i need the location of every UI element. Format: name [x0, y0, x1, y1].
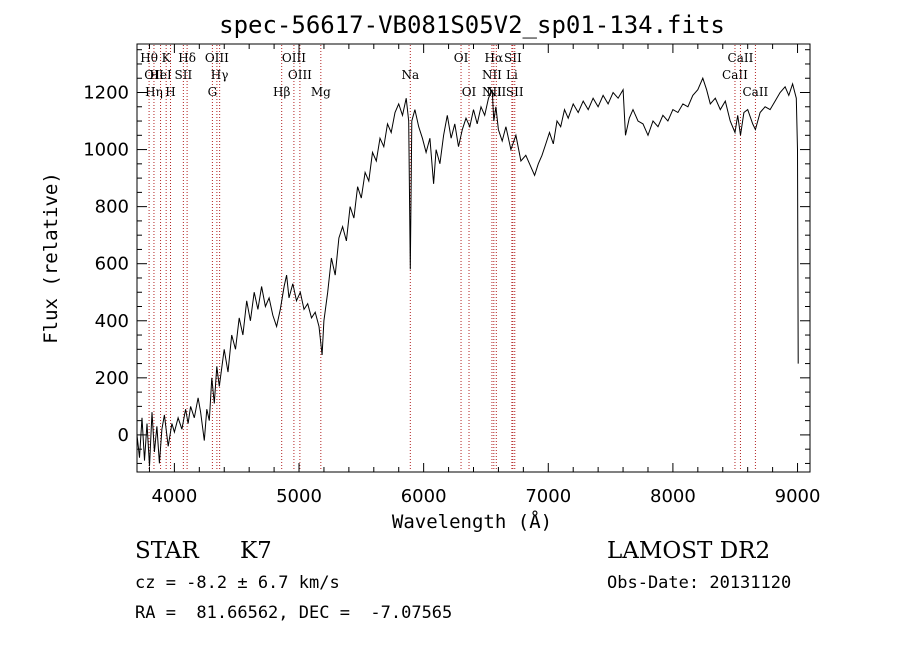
spectral-line-label: Hδ [178, 51, 196, 65]
spectral-line-label: CaII [728, 51, 754, 65]
y-tick-label: 400 [95, 311, 129, 332]
y-tick-label: 800 [95, 197, 129, 218]
spectral-line-label: OI [462, 85, 477, 99]
x-tick-label: 5000 [276, 486, 322, 507]
spectral-line-label: SII [175, 68, 193, 82]
spectral-line-label: SII [506, 85, 524, 99]
x-tick-label: 6000 [401, 486, 447, 507]
spectral-line-label: Hθ [140, 51, 158, 65]
spectral-line-label: NII [482, 68, 502, 82]
spectral-line-label: NII [486, 85, 506, 99]
spectral-line-label: Hη [145, 85, 163, 99]
x-tick-label: 4000 [151, 486, 197, 507]
y-tick-label: 200 [95, 368, 129, 389]
object-class: STAR [135, 538, 199, 564]
x-tick-label: 9000 [775, 486, 821, 507]
y-tick-label: 1200 [83, 83, 129, 104]
spectral-line-label: Hα [485, 51, 504, 65]
spectral-line-label: Li [506, 68, 518, 82]
redshift-velocity: cz = -8.2 ± 6.7 km/s [135, 573, 340, 593]
spectral-line-label: SII [504, 51, 522, 65]
axis-ticks: 4000 5000 6000 7000 8000 9000 0 200 400 600 800 100… [83, 44, 820, 507]
plot-frame [136, 43, 811, 473]
spectral-line-label: CaII [722, 68, 748, 82]
spectral-line-label: CaII [742, 85, 768, 99]
chart-title: spec-56617-VB081S05V2_sp01-134.fits [219, 11, 725, 39]
spectral-line-label: G [208, 85, 218, 99]
spectral-line-label: H [165, 85, 175, 99]
spectral-line-label: HeI [149, 68, 172, 82]
spectral-line-label: OI [454, 51, 469, 65]
spectral-line-label: Mg [311, 85, 331, 99]
spectral-line-label: Na [401, 68, 419, 82]
spectral-line-label: K [162, 51, 172, 65]
spectral-line-label: Hβ [273, 85, 290, 99]
spectrum-line-0 [136, 76, 799, 467]
spectral-line-markers: HθOIIHηHeIKHSIIHδGOIIIHγHβOIIIOIIIMgNaOI… [140, 45, 769, 471]
survey-name: LAMOST DR2 [607, 538, 771, 564]
y-tick-label: 600 [95, 254, 129, 275]
spectral-line-label: OII [144, 68, 164, 82]
ra-dec-coordinates: RA = 81.66562, DEC = -7.07565 [135, 603, 453, 623]
spectral-line-label: OIII [205, 51, 229, 65]
object-subclass: K7 [240, 538, 272, 564]
spectrum-series [136, 76, 799, 467]
y-tick-label: 1000 [83, 140, 129, 161]
x-tick-label: 8000 [650, 486, 696, 507]
x-tick-label: 7000 [525, 486, 571, 507]
spectral-line-label: OIII [282, 51, 306, 65]
observation-date: Obs-Date: 20131120 [607, 573, 792, 593]
y-tick-label: 0 [118, 425, 129, 446]
x-axis-label: Wavelength (Å) [392, 510, 552, 533]
spectral-line-label: Hγ [211, 68, 229, 82]
y-axis-label: Flux (relative) [40, 172, 62, 344]
spectral-line-label: OIII [288, 68, 312, 82]
